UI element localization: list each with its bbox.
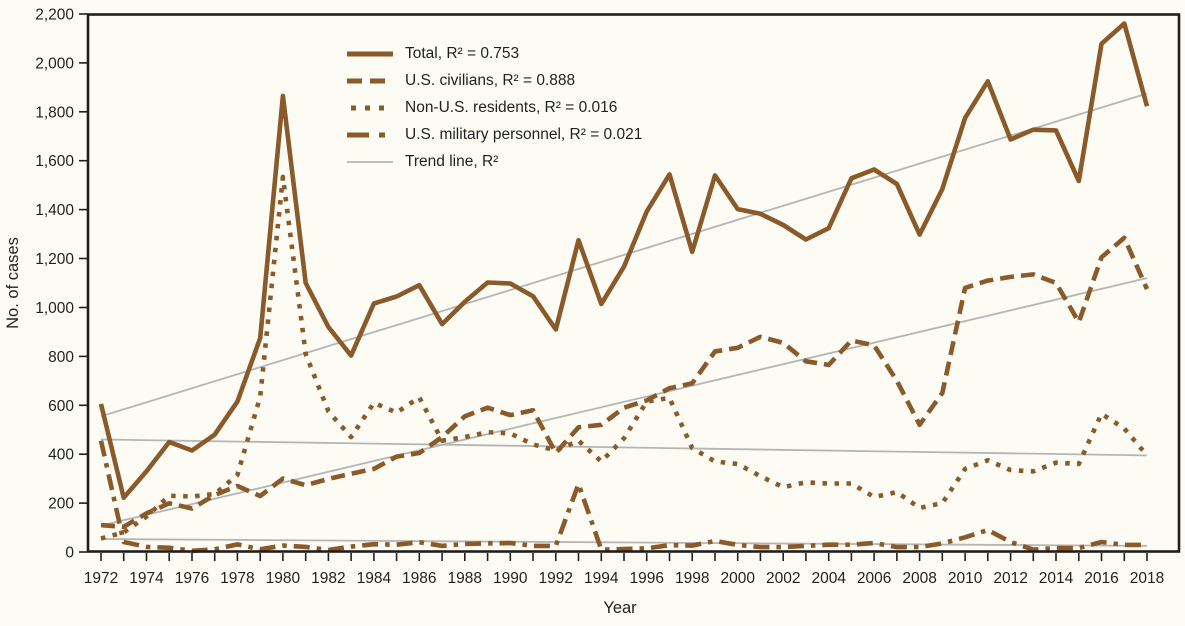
total-line-swatch-icon: [347, 51, 393, 56]
plot-border: [86, 13, 1181, 553]
trend-line-total: [100, 92, 1148, 418]
legend-label-military: U.S. military personnel, R² = 0.021: [405, 125, 643, 143]
legend-item-military: U.S. military personnel, R² = 0.021: [346, 121, 642, 148]
legend: Total, R² = 0.753 U.S. civilians, R² = 0…: [346, 40, 642, 175]
y-tick-label: 1,800: [35, 104, 74, 121]
x-tick-label: 1992: [539, 570, 573, 587]
y-tick-label: 2,200: [35, 7, 74, 24]
x-tick-label: 2000: [720, 570, 755, 587]
x-tick-label: 2016: [1084, 570, 1118, 587]
legend-item-non-us-residents: Non-U.S. residents, R² = 0.016: [346, 94, 642, 121]
y-tick-label: 200: [48, 496, 74, 513]
x-tick-label: 2006: [857, 570, 891, 587]
y-axis-title: No. of cases: [4, 237, 22, 329]
x-tick-label: 2012: [993, 570, 1027, 587]
y-axis-ticks: 0 200 400 600 800 1,000 1,200 1,400 1,600 1,800 2,…: [35, 7, 87, 562]
legend-label-trend-line: Trend line, R²: [405, 152, 499, 170]
trend-line-swatch-icon: [347, 160, 393, 163]
x-tick-label: 2008: [902, 570, 936, 587]
x-tick-label: 2002: [766, 570, 800, 587]
dash-dot-line-swatch-icon: [347, 132, 393, 137]
x-tick-label: 1978: [220, 570, 254, 587]
y-tick-label: 1,600: [35, 153, 74, 170]
x-tick-label: 1974: [129, 570, 164, 587]
x-tick-label: 2004: [811, 570, 846, 587]
legend-item-total: Total, R² = 0.753: [346, 40, 642, 67]
x-tick-label: 1994: [584, 570, 619, 587]
x-tick-label: 1982: [311, 570, 345, 587]
trend-line-civilians: [100, 277, 1148, 527]
y-tick-label: 1,400: [35, 202, 74, 219]
x-axis-ticks: 1972 1974 1976 1978 1980 1982 1984 1986 1988 1990…: [84, 553, 1164, 587]
x-tick-label: 1988: [448, 570, 482, 587]
series-lines-layer: [98, 21, 1150, 554]
x-tick-label: 1998: [675, 570, 709, 587]
trend-line-military: [100, 538, 1148, 547]
series-line-non_us_residents: [100, 174, 1149, 541]
y-tick-label: 2,000: [35, 55, 74, 72]
x-axis-title: Year: [603, 599, 637, 617]
x-tick-label: 2018: [1130, 570, 1164, 587]
legend-label-non-us-residents: Non-U.S. residents, R² = 0.016: [405, 98, 618, 116]
y-tick-label: 0: [65, 545, 74, 562]
x-tick-label: 1972: [84, 570, 118, 587]
dashed-line-swatch-icon: [347, 78, 393, 83]
trend-line-non_us_residents: [100, 438, 1148, 457]
legend-item-trend-line: Trend line, R²: [346, 148, 642, 175]
x-tick-label: 1986: [402, 570, 436, 587]
y-tick-label: 1,200: [35, 251, 74, 268]
y-tick-label: 800: [48, 349, 74, 366]
series-line-total: [98, 21, 1150, 501]
legend-label-civilians: U.S. civilians, R² = 0.888: [405, 71, 576, 89]
series-line-civilians: [100, 235, 1150, 530]
x-tick-label: 1980: [266, 570, 301, 587]
dotted-line-swatch-icon: [351, 105, 393, 110]
x-tick-label: 1996: [629, 570, 663, 587]
y-tick-label: 400: [48, 447, 74, 464]
x-tick-label: 2014: [1039, 570, 1074, 587]
series-line-military: [98, 440, 1147, 554]
y-tick-label: 600: [48, 398, 74, 415]
y-tick-label: 1,000: [35, 300, 74, 317]
x-tick-label: 2010: [948, 570, 983, 587]
legend-item-civilians: U.S. civilians, R² = 0.888: [346, 67, 642, 94]
x-tick-label: 1990: [493, 570, 528, 587]
legend-label-total: Total, R² = 0.753: [405, 44, 520, 62]
x-tick-label: 1976: [175, 570, 209, 587]
x-tick-label: 1984: [357, 570, 392, 587]
